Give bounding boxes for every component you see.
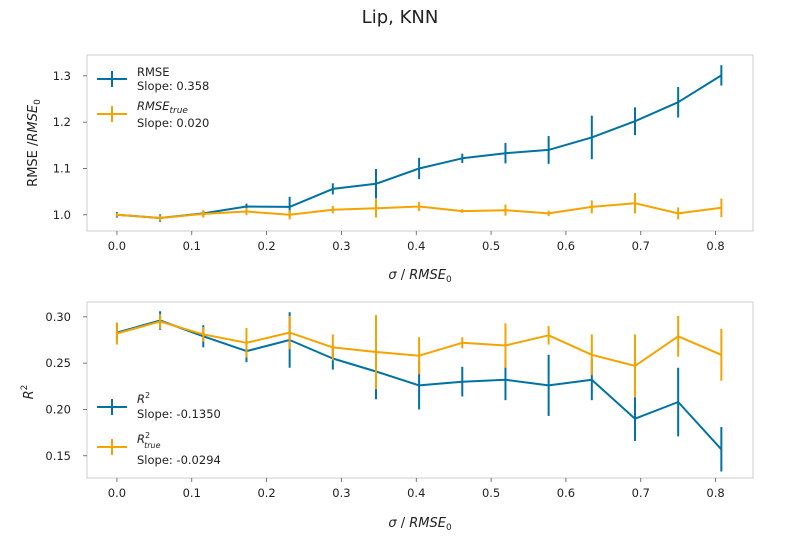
y-tick-label: 0.25 [45, 356, 71, 370]
rmse-y-ticks: 1.0 1.1 1.2 1.3 [53, 69, 87, 222]
rmse-legend: RMSE Slope: 0.358 RMSEtrue Slope: 0.020 [97, 65, 209, 130]
x-tick-label: 0.0 [108, 486, 126, 500]
x-tick-label: 0.7 [632, 239, 650, 253]
legend-item-rmse-true: RMSEtrue Slope: 0.020 [97, 99, 209, 130]
rmse-axes: 0.0 0.1 0.2 0.3 0.4 0.5 0.6 0.7 0.8 1.0 1.1 1.2 1.3… [26, 54, 754, 285]
series-line-rmse-0 [116, 74, 722, 219]
x-tick-label: 0.4 [407, 486, 425, 500]
figure-title: Lip, KNN [361, 7, 439, 28]
y-tick-label: 1.2 [53, 115, 71, 129]
y-tick-label: 1.0 [53, 208, 71, 222]
x-tick-label: 0.3 [332, 239, 350, 253]
rmse-x-axis-label: σ / RMSE0 [388, 268, 452, 285]
y-tick-label: 0.15 [45, 449, 71, 463]
r2-axes: 0.0 0.1 0.2 0.3 0.4 0.5 0.6 0.7 0.8 0.15 0.20 0.25… [20, 301, 754, 533]
r2-y-axis-label: R2 [20, 385, 37, 400]
r2-plot-marks [115, 311, 723, 472]
r2-y-ticks: 0.15 0.20 0.25 0.30 [45, 310, 87, 463]
r2-axes-frame [86, 301, 754, 479]
x-tick-label: 0.0 [108, 239, 126, 253]
x-tick-label: 0.1 [183, 239, 201, 253]
x-tick-label: 0.3 [332, 486, 350, 500]
legend-slope-rmse: Slope: 0.358 [137, 79, 209, 93]
y-tick-label: 0.20 [45, 402, 71, 416]
x-tick-label: 0.6 [557, 239, 575, 253]
legend-label-r2-true: R2 true [137, 431, 161, 450]
x-tick-label: 0.8 [706, 239, 724, 253]
rmse-y-axis-label: RMSE /RMSE0 [26, 99, 43, 187]
x-tick-label: 0.5 [482, 239, 500, 253]
legend-item-rmse: RMSE Slope: 0.358 [97, 65, 209, 93]
x-tick-label: 0.4 [407, 239, 425, 253]
r2-legend: R2 Slope: -0.1350 R2 true Slope: -0.0294 [97, 391, 221, 467]
legend-slope-r2-true: Slope: -0.0294 [137, 453, 221, 467]
legend-slope-rmse-true: Slope: 0.020 [137, 116, 209, 130]
y-tick-label: 1.3 [53, 69, 71, 83]
x-tick-label: 0.7 [632, 486, 650, 500]
rmse-x-ticks: 0.0 0.1 0.2 0.3 0.4 0.5 0.6 0.7 0.8 [108, 231, 725, 253]
x-tick-label: 0.1 [183, 486, 201, 500]
y-tick-label: 1.1 [53, 161, 71, 175]
x-tick-label: 0.2 [257, 239, 275, 253]
legend-label-rmse: RMSE [137, 65, 169, 79]
y-tick-label: 0.30 [45, 310, 71, 324]
legend-label-rmse-true: RMSEtrue [137, 99, 188, 116]
r2-x-ticks: 0.0 0.1 0.2 0.3 0.4 0.5 0.6 0.7 0.8 [108, 478, 725, 500]
rmse-axes-frame [86, 54, 754, 232]
x-tick-label: 0.2 [257, 486, 275, 500]
r2-x-axis-label: σ / RMSE0 [388, 516, 452, 533]
legend-item-r2-true: R2 true Slope: -0.0294 [97, 431, 221, 467]
x-tick-label: 0.6 [557, 486, 575, 500]
rmse-plot-marks [115, 65, 723, 222]
legend-item-r2: R2 Slope: -0.1350 [97, 391, 221, 421]
legend-slope-r2: Slope: -0.1350 [137, 407, 221, 421]
legend-label-r2: R2 [137, 391, 150, 406]
x-tick-label: 0.5 [482, 486, 500, 500]
x-tick-label: 0.8 [706, 486, 724, 500]
